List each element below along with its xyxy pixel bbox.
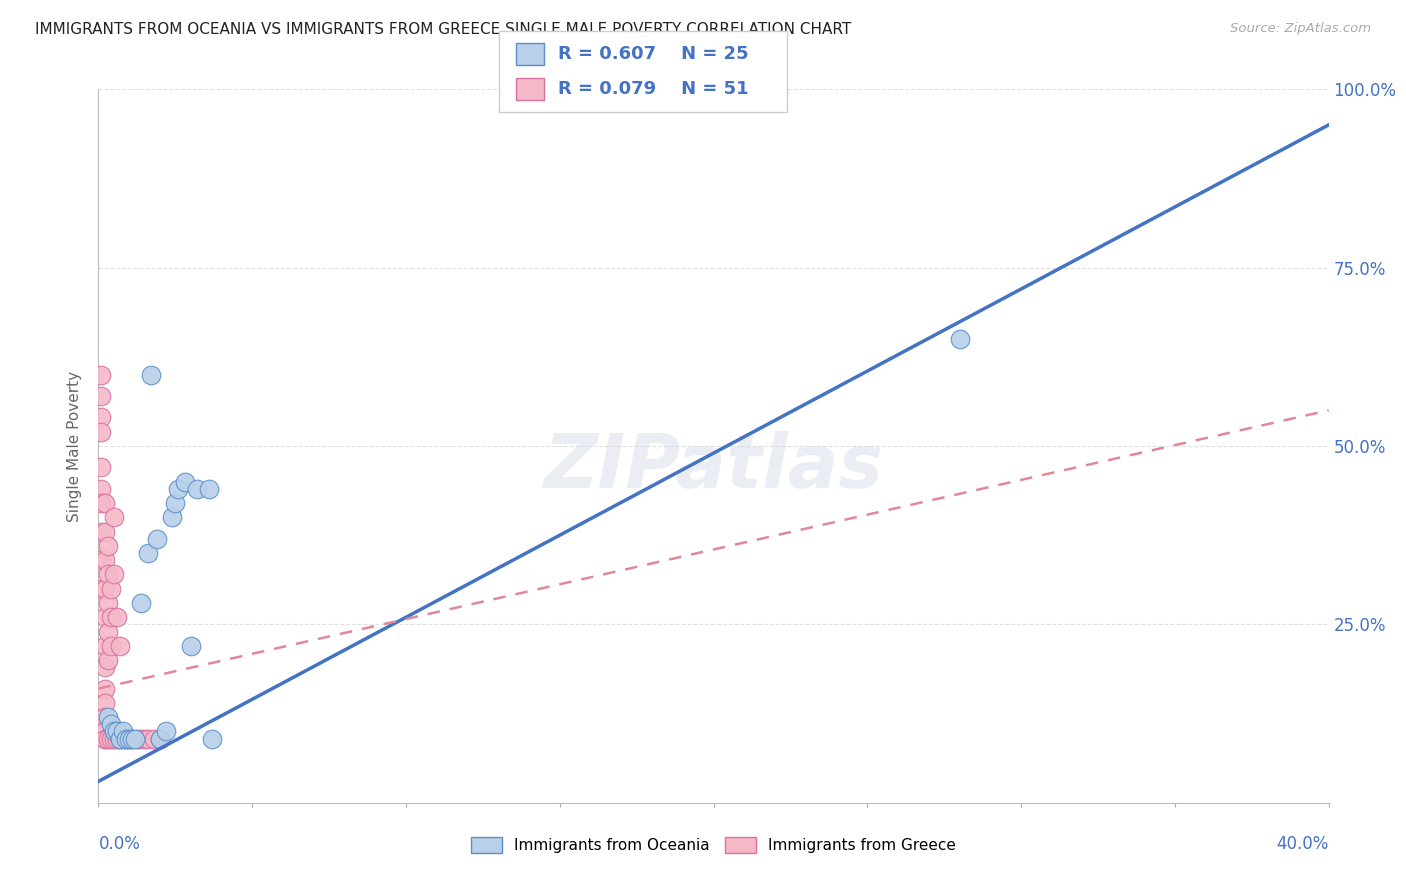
Point (90, 410, 112, 425)
Point (97, 624, 120, 639)
Point (93, 660, 115, 674)
Point (201, 731, 224, 746)
Point (115, 731, 138, 746)
Point (115, 731, 138, 746)
Point (93, 524, 115, 539)
Point (93, 496, 115, 510)
Point (90, 460, 112, 475)
Point (100, 639, 122, 653)
Point (100, 717, 122, 731)
Point (90, 553, 112, 567)
Point (139, 368, 162, 382)
Point (162, 510, 183, 524)
Point (149, 731, 172, 746)
Point (180, 639, 202, 653)
Point (949, 332, 972, 346)
Legend: Immigrants from Oceania, Immigrants from Greece: Immigrants from Oceania, Immigrants from… (465, 831, 962, 859)
Point (131, 596, 153, 610)
Point (97, 731, 120, 746)
Point (100, 610, 122, 624)
Point (198, 482, 221, 496)
Point (93, 710, 115, 724)
Point (121, 731, 143, 746)
Text: R = 0.607    N = 25: R = 0.607 N = 25 (558, 45, 749, 62)
Point (93, 639, 115, 653)
Point (105, 610, 128, 624)
Y-axis label: Single Male Poverty: Single Male Poverty (67, 370, 83, 522)
Point (136, 731, 159, 746)
Point (90, 389, 112, 403)
Text: 0.0%: 0.0% (98, 835, 141, 853)
Point (105, 724, 128, 739)
Point (90, 482, 112, 496)
Text: R = 0.079    N = 51: R = 0.079 N = 51 (558, 80, 749, 98)
Point (97, 567, 120, 582)
Point (146, 532, 169, 546)
Point (108, 639, 131, 653)
Point (118, 731, 141, 746)
Point (97, 653, 120, 667)
Point (108, 731, 131, 746)
Point (93, 582, 115, 596)
Point (90, 582, 112, 596)
Point (93, 696, 115, 710)
Point (93, 610, 115, 624)
Point (134, 731, 156, 746)
Text: Source: ZipAtlas.com: Source: ZipAtlas.com (1230, 22, 1371, 36)
Point (155, 724, 177, 739)
Point (121, 731, 143, 746)
Point (149, 731, 172, 746)
Point (124, 731, 146, 746)
Point (100, 731, 122, 746)
Text: ZIPatlas: ZIPatlas (544, 431, 883, 504)
Point (90, 496, 112, 510)
Point (90, 425, 112, 439)
Point (103, 724, 125, 739)
Point (93, 681, 115, 696)
Point (90, 368, 112, 382)
Text: IMMIGRANTS FROM OCEANIA VS IMMIGRANTS FROM GREECE SINGLE MALE POVERTY CORRELATIO: IMMIGRANTS FROM OCEANIA VS IMMIGRANTS FR… (35, 22, 852, 37)
Point (97, 596, 120, 610)
Text: 40.0%: 40.0% (1277, 835, 1329, 853)
Point (108, 731, 131, 746)
Point (93, 553, 115, 567)
Point (131, 731, 153, 746)
Point (90, 710, 112, 724)
Point (118, 731, 141, 746)
Point (173, 475, 195, 489)
Point (93, 724, 115, 739)
Point (90, 524, 112, 539)
Point (136, 546, 159, 560)
Point (142, 731, 165, 746)
Point (93, 731, 115, 746)
Point (127, 731, 149, 746)
Point (165, 496, 187, 510)
Point (112, 724, 135, 739)
Point (112, 731, 135, 746)
Point (103, 510, 125, 524)
Point (103, 567, 125, 582)
Point (167, 482, 190, 496)
Point (100, 582, 122, 596)
Point (93, 731, 115, 746)
Point (97, 710, 120, 724)
Point (103, 731, 125, 746)
Point (97, 539, 120, 553)
Point (105, 731, 128, 746)
Point (186, 482, 208, 496)
